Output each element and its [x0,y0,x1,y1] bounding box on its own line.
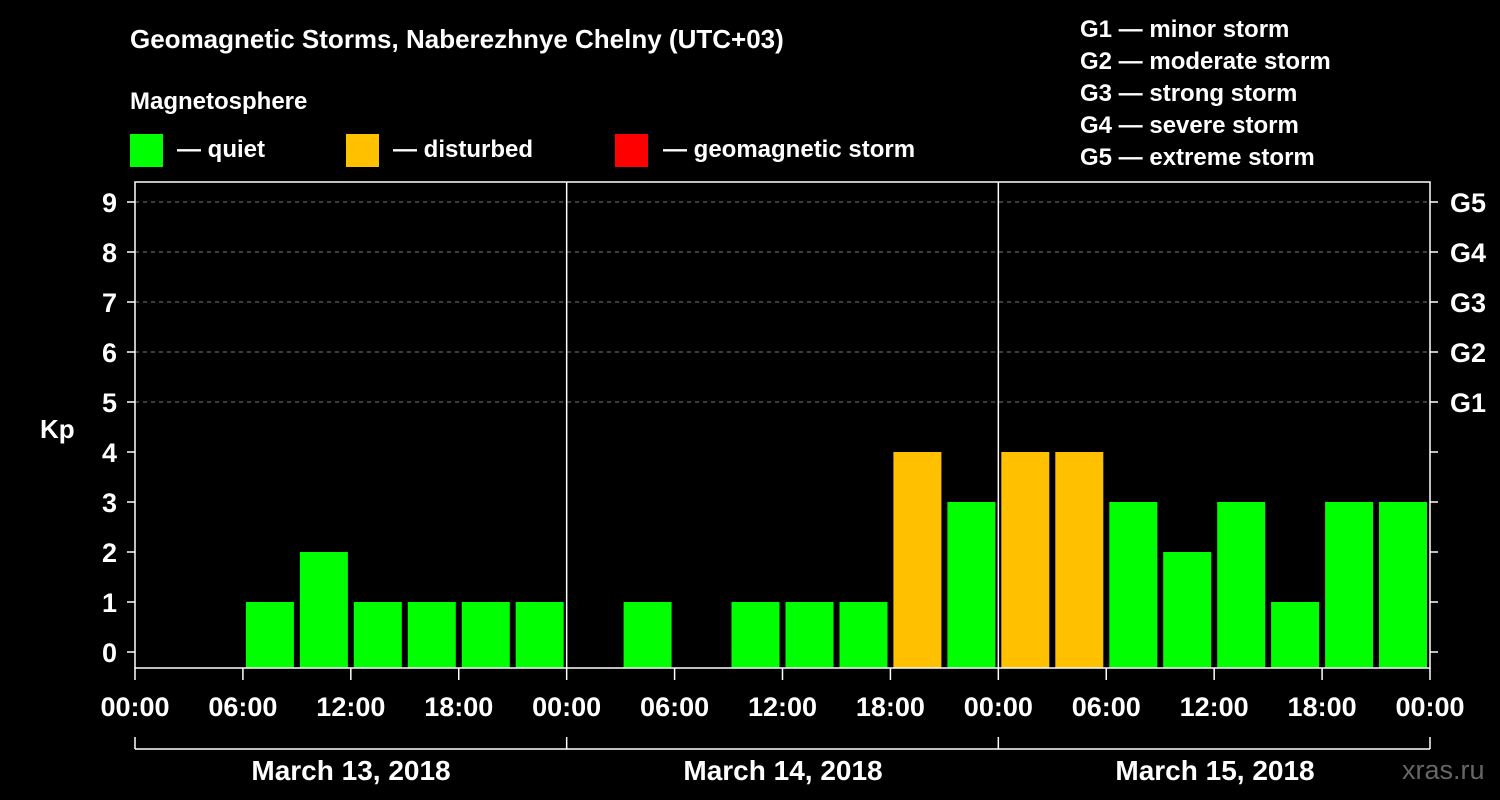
x-tick-label: 00:00 [964,692,1033,722]
bar-slot-5 [407,602,456,668]
bar-slot-3 [299,552,348,668]
legend-heading: Magnetosphere [130,88,307,115]
y-tick-label: 6 [102,338,117,368]
bar-slot-11 [731,602,780,668]
x-tick-label: 06:00 [640,692,709,722]
x-tick-label: 18:00 [856,692,925,722]
y-tick-label: 7 [102,288,117,318]
x-tick-label: 18:00 [424,692,493,722]
bar-slot-23 [1379,502,1427,668]
storm-scale-g3: G3 — strong storm [1080,80,1297,107]
watermark: xras.ru [1402,755,1485,785]
chart-title: Geomagnetic Storms, Naberezhnye Chelny (… [130,24,784,54]
y-tick-label: 9 [102,188,117,218]
bar-slot-7 [515,602,564,668]
x-tick-label: 06:00 [208,692,277,722]
y-tick-label: 8 [102,238,117,268]
bar-slot-6 [461,602,510,668]
bar-slot-9 [623,602,672,668]
bar-slot-20 [1217,502,1266,668]
day-label-march-15: March 15, 2018 [1115,755,1314,786]
bar-slot-14 [893,452,942,668]
y-tick-label: 2 [102,538,117,568]
g-level-label-g1: G1 [1450,388,1486,418]
bar-slot-13 [839,602,888,668]
g-level-label-g2: G2 [1450,338,1486,368]
x-tick-label: 00:00 [1395,692,1464,722]
x-tick-label: 00:00 [100,692,169,722]
y-tick-label: 4 [102,438,117,468]
y-tick-label: 5 [102,388,117,418]
x-tick-label: 18:00 [1288,692,1357,722]
bar-slot-19 [1163,552,1212,668]
x-tick-label: 00:00 [532,692,601,722]
x-tick-label: 12:00 [748,692,817,722]
day-label-march-13: March 13, 2018 [251,755,450,786]
legend-swatch-disturbed [346,134,379,167]
g-level-label-g3: G3 [1450,288,1486,318]
legend-label-storm: — geomagnetic storm [663,136,915,163]
legend-swatch-quiet [130,134,163,167]
tick-labels: 0 1 2 3 4 5 6 7 8 9 G1 G2 G3 G4 G5 00:00 06:00 12:00 18:00… [100,188,1486,722]
storm-scale-g2: G2 — moderate storm [1080,48,1331,75]
bar-slot-17 [1055,452,1104,668]
bar-slot-2 [245,602,294,668]
x-tick-label: 12:00 [1180,692,1249,722]
axes [127,181,1438,750]
day-label-march-14: March 14, 2018 [683,755,882,786]
bar-slot-15 [947,502,996,668]
g-level-label-g4: G4 [1450,238,1486,268]
bar-slot-16 [1001,452,1050,668]
g-level-label-g5: G5 [1450,188,1486,218]
bar-slot-4 [353,602,402,668]
storm-scale-g1: G1 — minor storm [1080,16,1289,43]
bar-slot-21 [1271,602,1320,668]
y-tick-label: 3 [102,488,117,518]
legend-swatch-storm [615,134,648,167]
storm-scale-g4: G4 — severe storm [1080,112,1299,139]
x-tick-label: 06:00 [1072,692,1141,722]
x-tick-label: 12:00 [316,692,385,722]
bar-slot-12 [785,602,834,668]
bar-slot-22 [1325,502,1374,668]
y-axis-label: Kp [40,414,75,444]
storm-scale-g5: G5 — extreme storm [1080,144,1315,171]
legend-label-quiet: — quiet [177,136,265,163]
legend-label-disturbed: — disturbed [393,136,533,163]
bar-slot-18 [1109,502,1158,668]
y-tick-label: 1 [102,588,117,618]
bars [245,452,1427,668]
y-tick-label: 0 [102,638,117,668]
